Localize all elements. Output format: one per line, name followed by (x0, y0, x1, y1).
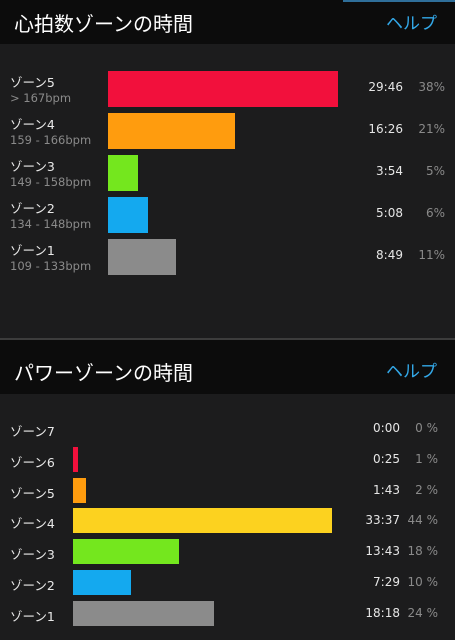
zone-label: ゾーン4 (10, 117, 55, 132)
zone-bar (73, 570, 131, 595)
zone-percent: 18 % (407, 544, 439, 559)
heart-rate-zones-header: 心拍数ゾーンの時間 ヘルプ (0, 0, 455, 44)
zone-label: ゾーン1 (10, 608, 55, 624)
power-zones-chart: ゾーン7 0:00 0 % ゾーン6 0:25 1 % ゾーン5 1:43 2 % ゾーン4 33:… (0, 394, 455, 640)
zone-percent: 11% (418, 248, 445, 262)
zone-label: ゾーン5 (10, 75, 55, 90)
zone-time: 18:18 (365, 605, 400, 620)
zone-label: ゾーン3 (10, 547, 55, 563)
zone-label: ゾーン3 (10, 159, 55, 174)
heart-rate-zones-chart: ゾーン5 > 167bpm 29:46 38% ゾーン4 159 - 166bpm 16:2… (0, 44, 455, 338)
zone-percent: 24 % (407, 605, 439, 620)
zone-time: 33:37 (365, 513, 400, 528)
power-zones-panel: パワーゾーンの時間 ヘルプ ゾーン7 0:00 0 % ゾーン6 0:25 1 % ゾーン5… (0, 340, 455, 640)
zone-bar (73, 446, 78, 472)
heart-rate-help-link[interactable]: ヘルプ (386, 14, 437, 34)
zone-bar (108, 113, 235, 149)
zone-label: ゾーン2 (10, 201, 55, 216)
zone-time: 5:08 (376, 206, 403, 220)
zone-percent: 2 % (415, 482, 438, 497)
zone-label: ゾーン4 (10, 516, 55, 532)
zone-bar (108, 71, 338, 107)
zone-bar (73, 508, 332, 534)
zone-percent: 1 % (415, 451, 438, 466)
header-accent-line (343, 0, 455, 2)
zone-bar (108, 239, 176, 275)
zone-bar (73, 600, 214, 626)
zone-label: ゾーン6 (10, 454, 55, 470)
zone-percent: 10 % (407, 575, 439, 589)
zone-percent: 38% (418, 80, 445, 94)
zone-time: 0:00 (373, 421, 400, 435)
heart-rate-zones-title: 心拍数ゾーンの時間 (14, 12, 193, 36)
zone-time: 1:43 (373, 482, 400, 497)
zone-bpm-range: 134 - 148bpm (10, 217, 92, 231)
zone-bar (108, 197, 148, 233)
power-help-link[interactable]: ヘルプ (386, 362, 437, 382)
zone-time: 16:26 (368, 122, 403, 136)
zone-time: 8:49 (376, 248, 403, 262)
zone-percent: 6% (425, 206, 445, 220)
power-zones-header: パワーゾーンの時間 ヘルプ (0, 340, 455, 394)
power-zones-title: パワーゾーンの時間 (14, 361, 193, 385)
zone-time: 0:25 (373, 451, 400, 466)
heart-rate-zones-panel: 心拍数ゾーンの時間 ヘルプ ゾーン5 > 167bpm 29:46 38% ゾーン4 15… (0, 0, 455, 338)
zone-label: ゾーン7 (10, 424, 55, 439)
zone-bar (73, 477, 86, 503)
zone-time: 29:46 (368, 80, 403, 94)
zone-percent: 44 % (407, 513, 439, 528)
zone-bpm-range: 159 - 166bpm (10, 133, 92, 147)
section-divider (0, 338, 455, 340)
zone-time: 7:29 (373, 575, 400, 589)
zone-percent: 0 % (415, 421, 438, 435)
zone-percent: 21% (418, 122, 445, 136)
zone-bpm-range: 109 - 133bpm (10, 259, 92, 273)
zone-time: 3:54 (376, 164, 403, 178)
zone-bar (73, 539, 179, 565)
zone-bpm-range: 149 - 158bpm (10, 175, 92, 189)
zone-label: ゾーン2 (10, 578, 55, 593)
zone-label: ゾーン5 (10, 485, 55, 501)
zone-bpm-range: > 167bpm (10, 91, 72, 105)
zone-bar (108, 155, 138, 191)
zone-percent: 5% (425, 164, 445, 178)
zone-label: ゾーン1 (10, 243, 55, 258)
zone-time: 13:43 (365, 544, 400, 559)
